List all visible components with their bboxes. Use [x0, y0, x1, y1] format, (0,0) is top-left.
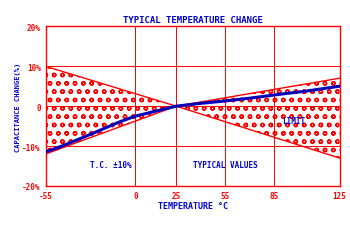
Text: TYPICAL VALUES: TYPICAL VALUES [193, 160, 258, 169]
Title: TYPICAL TEMPERATURE CHANGE: TYPICAL TEMPERATURE CHANGE [122, 16, 262, 25]
X-axis label: TEMPERATURE °C: TEMPERATURE °C [158, 201, 228, 210]
Text: LIMIT: LIMIT [282, 116, 306, 125]
Y-axis label: CAPACITANCE CHANGE(%): CAPACITANCE CHANGE(%) [15, 62, 21, 151]
Text: T.C. ±10%: T.C. ±10% [90, 160, 132, 169]
